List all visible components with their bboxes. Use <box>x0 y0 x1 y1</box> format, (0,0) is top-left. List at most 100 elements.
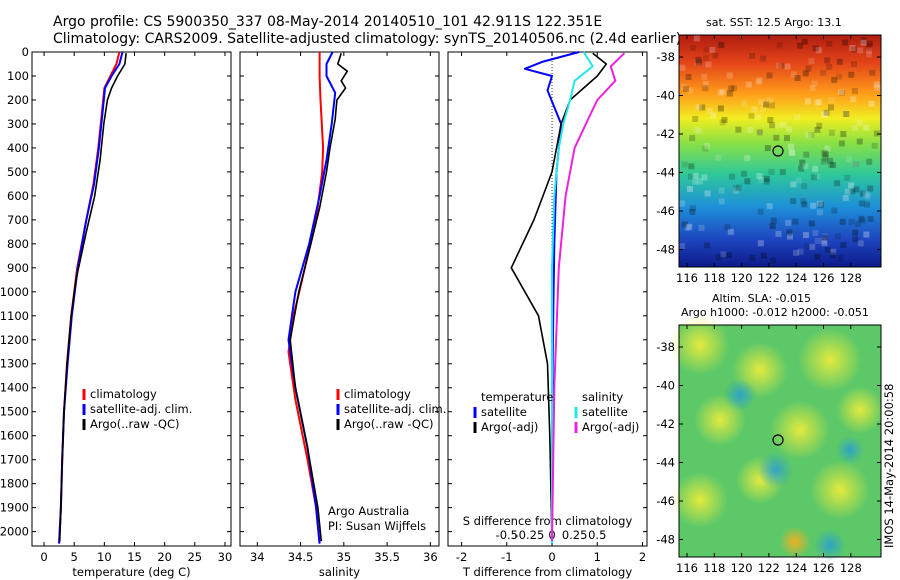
y-tick-label: 300 <box>7 117 29 131</box>
sst-pixel <box>809 85 816 92</box>
legend-entry: Argo(-adj) <box>582 420 639 434</box>
sst-pixel <box>717 41 724 48</box>
map-y-tick-label: -44 <box>656 166 675 180</box>
x-tick-label: -2 <box>456 550 467 564</box>
map-x-tick-label: 126 <box>813 271 835 285</box>
sst-pixel <box>792 218 799 225</box>
sst-pixel <box>769 122 776 129</box>
map-x-tick-label: 126 <box>813 561 835 575</box>
sst-pixel <box>851 125 858 131</box>
sst-pixel <box>717 105 724 112</box>
sst-pixel <box>873 81 880 88</box>
plot-frame <box>239 51 440 547</box>
map-y-tick-label: -42 <box>656 417 675 431</box>
sst-pixel <box>811 80 818 87</box>
sst-pixel <box>726 72 733 79</box>
sst-pixel <box>681 221 688 228</box>
x2-tick-label: -0.25 <box>515 528 545 542</box>
sla-map-frame <box>678 324 882 558</box>
sst-pixel <box>812 165 819 172</box>
sst-pixel <box>808 58 815 65</box>
legend-entry: climatology <box>344 387 411 401</box>
sst-pixel <box>706 108 713 114</box>
map-x-tick-label: 124 <box>785 561 807 575</box>
sst-pixel <box>817 201 824 208</box>
sst-pixel <box>866 158 873 165</box>
series-line-argo-raw-qc <box>289 52 349 542</box>
sst-pixel <box>866 40 873 47</box>
sst-pixel <box>741 100 748 107</box>
legend-entry: satellite-adj. clim. <box>344 402 446 416</box>
sst-pixel <box>797 42 803 49</box>
sst-pixel <box>760 252 767 259</box>
sst-pixel <box>767 117 774 123</box>
y-tick-label: 900 <box>7 261 29 275</box>
sst-pixel <box>784 63 791 70</box>
figure-title-line-2: Climatology: CARS2009. Satellite-adjuste… <box>53 31 681 47</box>
sst-pixel <box>679 243 685 250</box>
sst-pixel <box>801 38 808 45</box>
sst-pixel <box>809 243 816 250</box>
map-y-tick-label: -38 <box>656 50 675 64</box>
sla-anomaly-blob <box>779 526 811 558</box>
sst-pixel <box>828 161 834 168</box>
map-y-tick-label: -38 <box>656 340 675 354</box>
x-axis-label: salinity <box>319 565 360 579</box>
series-line-temperature-argo-adj <box>510 52 608 542</box>
map-x-tick-label: 120 <box>731 271 753 285</box>
x-tick-label: 1 <box>594 550 601 564</box>
sst-pixel <box>784 135 790 142</box>
sla-map: Altim. SLA: -0.015 Argo h1000: -0.012 h2… <box>656 292 884 575</box>
sst-pixel <box>736 184 742 191</box>
sst-pixel <box>790 181 797 188</box>
sst-pixel <box>733 185 740 192</box>
sst-pixel <box>747 127 754 133</box>
sst-pixel <box>751 106 758 113</box>
sst-pixel <box>699 104 706 111</box>
sst-pixel <box>822 155 828 162</box>
sst-pixel <box>779 169 786 176</box>
sst-pixel <box>785 220 792 226</box>
sst-map-field <box>679 35 881 267</box>
sla-map-title-line-1: Altim. SLA: -0.015 <box>712 292 811 305</box>
sst-pixel <box>718 187 725 194</box>
sst-pixel <box>844 188 851 195</box>
sst-pixel <box>827 157 833 164</box>
sst-pixel <box>748 112 755 119</box>
figure-title-line-1: Argo profile: CS 5900350_337 08-May-2014… <box>53 14 602 30</box>
sst-pixel <box>679 64 686 71</box>
legend-salinity-header: salinity <box>582 390 623 404</box>
sst-pixel <box>787 233 793 240</box>
imos-timestamp: IMOS 14-May-2014 20:00:58 <box>882 384 896 548</box>
sst-pixel <box>836 58 843 65</box>
y-tick-label: 1700 <box>0 453 29 467</box>
sst-pixel <box>689 45 696 51</box>
sst-pixel <box>788 150 795 156</box>
sst-pixel <box>839 89 846 96</box>
sst-pixel <box>756 129 763 136</box>
sst-pixel <box>826 40 833 47</box>
sst-pixel <box>865 43 872 50</box>
sla-map-texture <box>670 315 884 561</box>
y-tick-label: 700 <box>7 213 29 227</box>
x-tick-label: 0 <box>40 550 47 564</box>
map-x-tick-label: 118 <box>703 271 725 285</box>
map-x-tick-label: 122 <box>758 561 780 575</box>
sst-pixel <box>703 242 710 249</box>
map-y-tick-label: -48 <box>656 243 675 257</box>
y-tick-label: 1600 <box>0 429 29 443</box>
sst-pixel <box>808 132 815 138</box>
sst-pixel <box>760 55 766 62</box>
sst-pixel <box>715 154 722 161</box>
sst-pixel <box>689 135 696 142</box>
map-y-tick-label: -48 <box>656 533 675 547</box>
legend-entry: satellite <box>582 405 628 419</box>
sst-pixel <box>830 252 836 259</box>
sst-pixel <box>816 200 823 207</box>
temperature-panel: 0 5 10 15 20 25 30 temperature (deg C) 0 100 200 30… <box>0 45 232 579</box>
sst-pixel <box>856 119 863 126</box>
map-x-tick-label: 118 <box>703 561 725 575</box>
x2-axis-label: S difference from climatology <box>463 514 633 528</box>
sst-pixel <box>852 161 859 168</box>
sst-pixel <box>860 37 867 44</box>
